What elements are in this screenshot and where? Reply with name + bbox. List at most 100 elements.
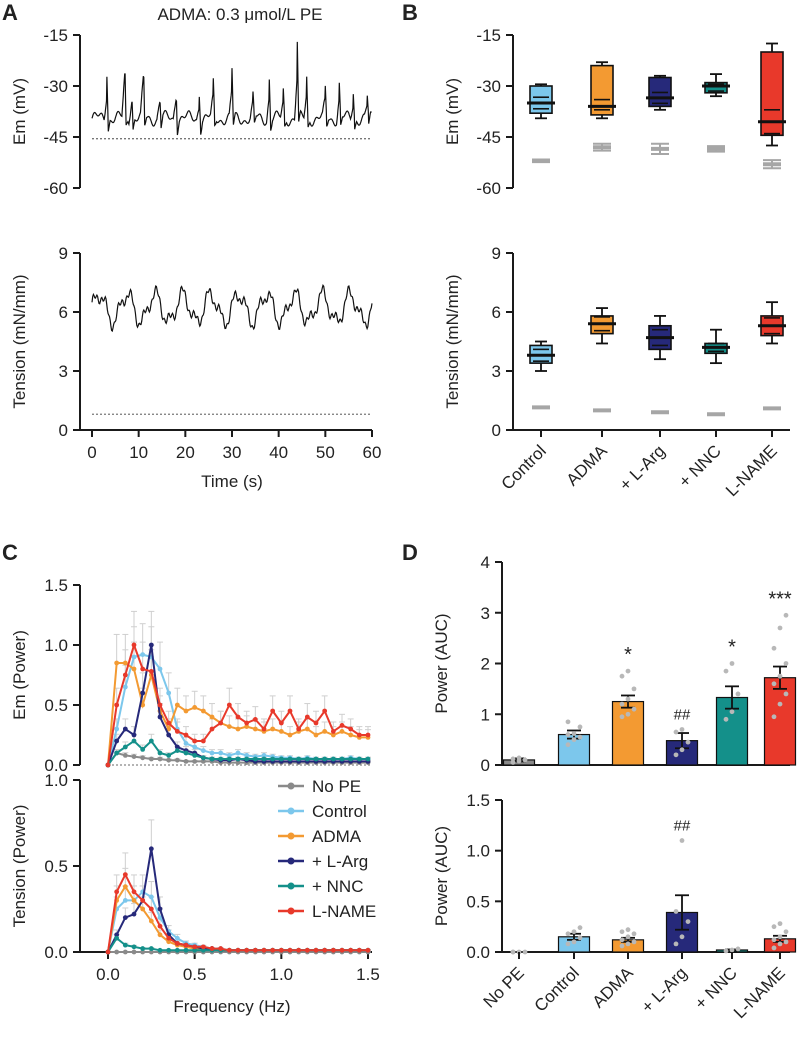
data-point [619, 937, 625, 943]
series-point [148, 894, 154, 900]
data-point [565, 742, 571, 748]
y-tick-label: -30 [43, 77, 68, 96]
y-tick-label: 6 [492, 303, 501, 322]
y-tick-label: 0.5 [44, 857, 68, 876]
series-point [365, 732, 371, 738]
series-point [304, 756, 310, 762]
series-point [157, 702, 163, 708]
series-point [131, 738, 137, 744]
y-tick-label: 0 [481, 756, 490, 775]
series-point [322, 756, 328, 762]
data-point [565, 941, 571, 947]
series-point [183, 942, 189, 948]
series-point [114, 889, 120, 895]
data-point [685, 739, 691, 745]
y-tick-label: 0.0 [44, 943, 68, 962]
data-point [679, 934, 685, 940]
series-point [166, 720, 172, 726]
series-point [140, 747, 146, 752]
data-point [777, 941, 783, 947]
data-point [571, 737, 577, 743]
x-tick-label: 1.5 [356, 965, 380, 984]
y-tick-label: 0 [59, 421, 68, 440]
panel-letter-a: A [2, 0, 18, 25]
data-point [783, 612, 789, 618]
series-point [157, 932, 163, 938]
series-point [157, 915, 163, 920]
data-point [625, 711, 631, 717]
series-point [270, 708, 276, 714]
data-point [673, 909, 679, 914]
data-point [771, 924, 777, 930]
series-point [322, 729, 328, 734]
series-point [166, 939, 172, 945]
significance-marker: ## [674, 818, 691, 835]
series-point [148, 669, 154, 674]
series-point [122, 884, 128, 890]
bar [611, 700, 645, 766]
series-point [157, 714, 163, 720]
y-tick-label: 0 [492, 421, 501, 440]
series-point [192, 947, 198, 953]
series-point [166, 757, 172, 763]
y-tick-label: 3 [481, 604, 490, 623]
series-point [339, 756, 345, 762]
series-point [140, 946, 146, 951]
series-point [330, 729, 336, 734]
data-point [577, 724, 583, 730]
series-point [131, 642, 137, 648]
data-point [777, 921, 783, 927]
data-point [631, 939, 637, 945]
data-point [625, 696, 631, 702]
series-point [183, 759, 189, 764]
series-point [131, 911, 137, 917]
y-tick-label: -60 [476, 179, 501, 198]
series-point [244, 720, 250, 726]
x-tick-label: 30 [223, 443, 242, 462]
series-point [218, 720, 224, 726]
box-body [590, 64, 614, 116]
y-tick-label: 9 [492, 244, 501, 263]
series-point [218, 756, 224, 762]
panel-c-legend: No PE Control ADMA + L-Arg + NNC L-NAME [278, 777, 376, 921]
series-point [287, 732, 293, 738]
series-point [209, 714, 215, 720]
series-point [261, 726, 267, 732]
data-point [577, 935, 583, 941]
data-point [783, 939, 789, 945]
data-point [679, 838, 685, 843]
x-category-label: ADMA [589, 963, 638, 1012]
series-point [356, 732, 362, 738]
x-tick-label: 0 [87, 443, 96, 462]
x-category-label: L-NAME [722, 441, 781, 500]
y-axis-label: Tension (mN/mm) [443, 274, 462, 408]
panel-letter-c: C [2, 540, 18, 565]
series-point [192, 738, 198, 744]
series-point [235, 947, 241, 953]
series-point [140, 755, 146, 761]
series-point [122, 898, 128, 903]
data-point [673, 729, 679, 735]
series-point [244, 724, 250, 729]
y-tick-label: 9 [59, 244, 68, 263]
series-point [166, 732, 172, 738]
panel-letter-b: B [402, 0, 418, 25]
em-trace [91, 41, 372, 136]
x-tick-label: 40 [269, 443, 288, 462]
data-point [619, 714, 625, 720]
series-point [339, 723, 345, 728]
data-point [631, 686, 637, 692]
series-point [252, 726, 258, 732]
series-point [296, 947, 302, 953]
y-tick-label: 4 [481, 553, 490, 572]
y-tick-label: 0.0 [466, 943, 490, 962]
series-point [313, 720, 319, 726]
legend-marker [287, 782, 295, 790]
series-point [131, 732, 137, 738]
series-point [174, 941, 180, 946]
data-point [522, 949, 528, 955]
series-point [157, 756, 163, 762]
series-point [166, 690, 172, 696]
series-point [304, 726, 310, 732]
